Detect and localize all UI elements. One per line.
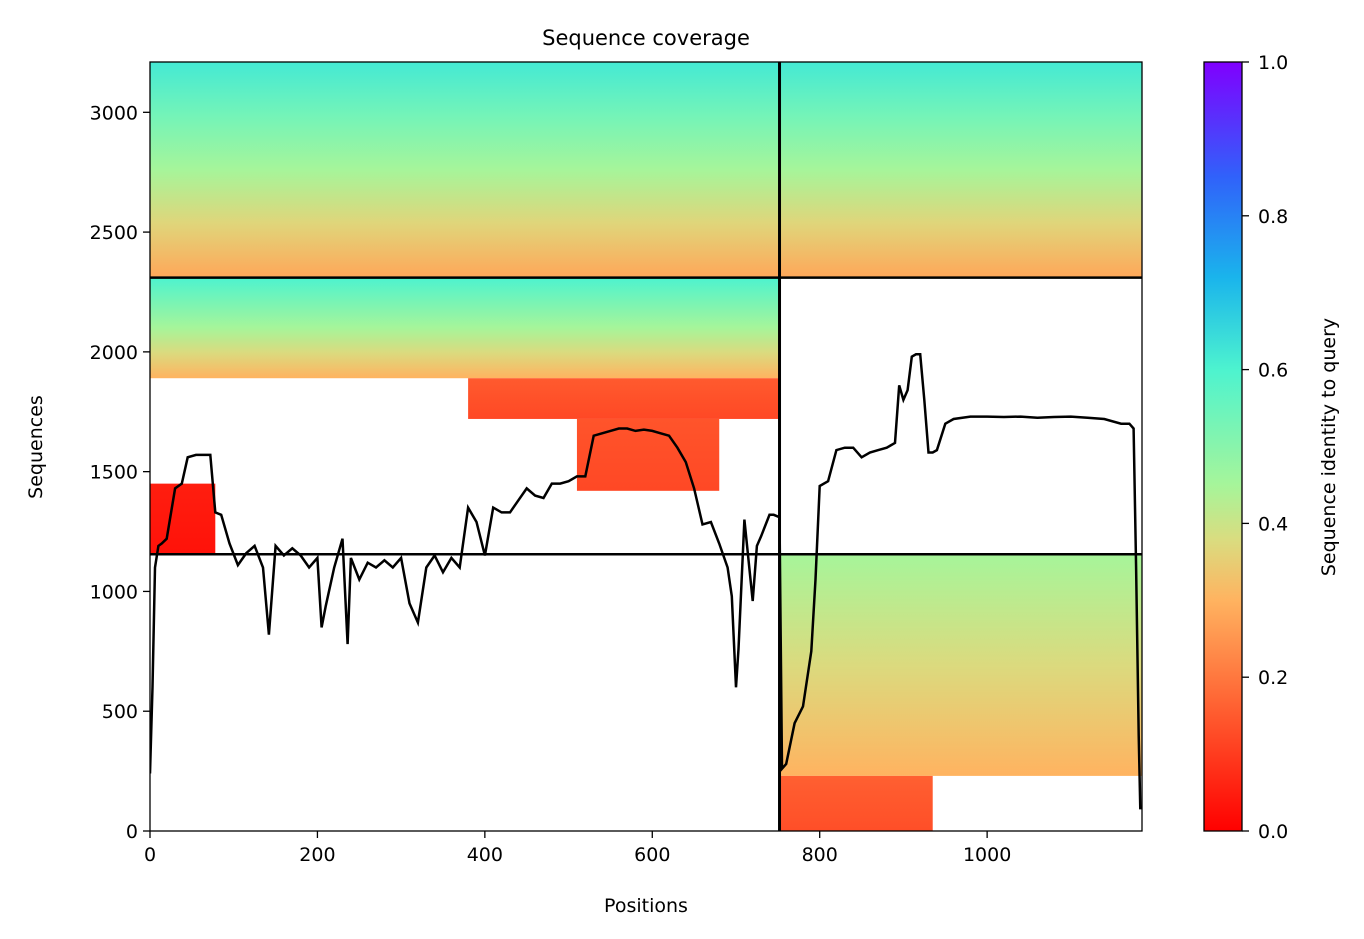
colorbar-tick-label: 0.4 (1258, 513, 1288, 535)
coverage-block (150, 62, 780, 278)
y-tick-label: 2500 (90, 222, 138, 244)
colorbar-label: Sequence identity to query (1318, 318, 1340, 576)
x-tick-label: 200 (299, 844, 335, 866)
coverage-block (779, 62, 1142, 278)
y-axis: 0 500 1000 1500 2000 2500 3000 (90, 102, 150, 843)
coverage-block (150, 277, 780, 379)
x-tick-label: 400 (467, 844, 503, 866)
coverage-block (150, 483, 216, 554)
colorbar-tick-label: 0.8 (1258, 206, 1288, 228)
y-tick-label: 3000 (90, 102, 138, 124)
colorbar-tick-label: 0.6 (1258, 360, 1288, 382)
coverage-blocks (150, 62, 1142, 831)
colorbar-tick-label: 1.0 (1258, 52, 1288, 74)
colorbar-tick-label: 0.2 (1258, 667, 1288, 689)
boundary-lines (150, 62, 1142, 831)
x-axis: 0 200 400 600 800 1000 (144, 831, 1011, 866)
coverage-line (150, 353, 1142, 810)
colorbar (1203, 61, 1243, 832)
y-axis-label: Sequences (25, 395, 47, 499)
coverage-block (779, 775, 933, 831)
x-tick-label: 800 (802, 844, 838, 866)
coverage-block (779, 554, 1142, 776)
plot-frame (149, 61, 1143, 832)
x-axis-label: Positions (604, 895, 688, 917)
y-tick-label: 1500 (90, 462, 138, 484)
y-tick-label: 2000 (90, 342, 138, 364)
y-tick-label: 500 (102, 701, 138, 723)
x-tick-label: 600 (634, 844, 670, 866)
x-tick-label: 0 (144, 844, 156, 866)
chart-title: Sequence coverage (542, 26, 750, 50)
colorbar-tick-label: 0.0 (1258, 821, 1288, 843)
coverage-block (468, 378, 780, 419)
y-tick-label: 1000 (90, 581, 138, 603)
x-tick-label: 1000 (963, 844, 1011, 866)
colorbar-axis: 0.0 0.2 0.4 0.6 0.8 1.0 (1242, 52, 1288, 843)
y-tick-label: 0 (126, 821, 138, 843)
